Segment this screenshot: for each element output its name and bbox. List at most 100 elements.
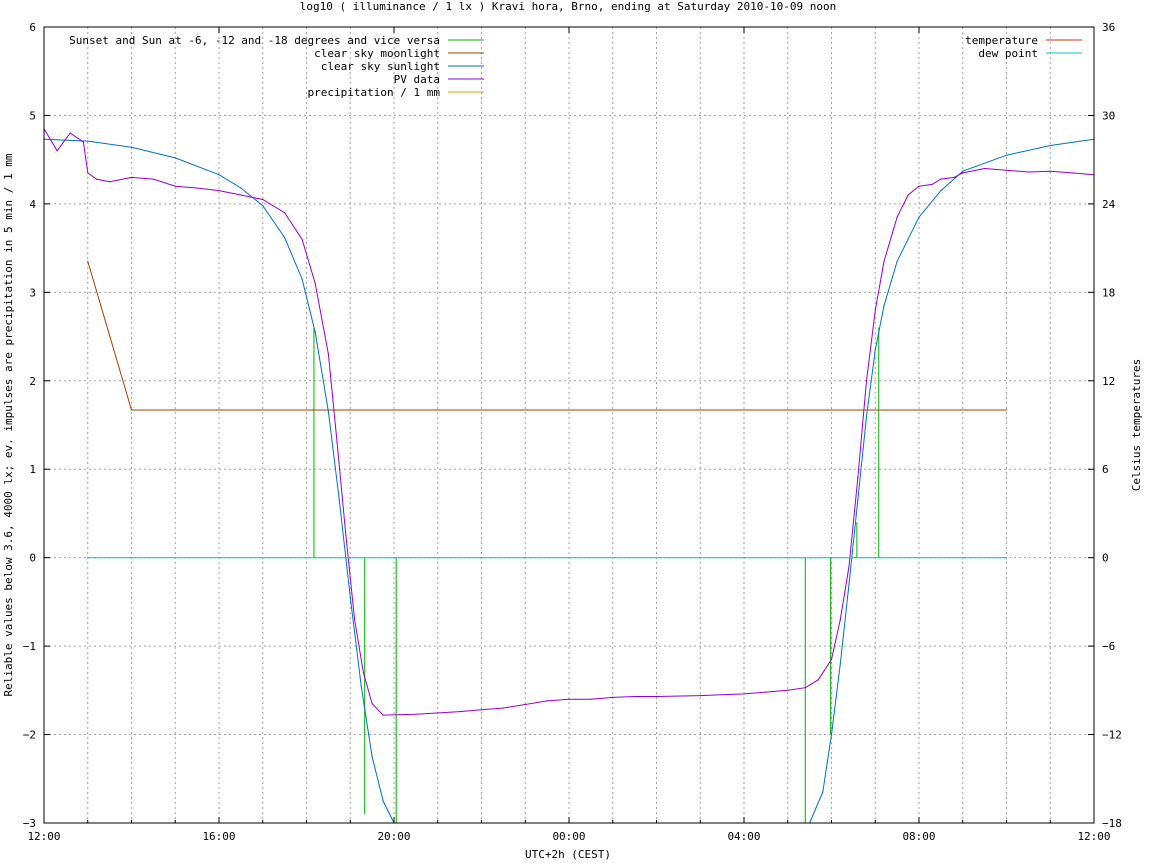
y2-tick-label: −6 [1102, 640, 1115, 653]
data-point [940, 178, 942, 180]
data-point [327, 411, 329, 413]
data-point [546, 700, 548, 702]
legend-label: clear sky moonlight [314, 47, 440, 60]
legend-label: temperature [965, 34, 1038, 47]
data-point [839, 663, 841, 665]
data-point [87, 260, 89, 262]
y-tick-label: 1 [29, 463, 36, 476]
data-point [874, 349, 876, 351]
data-point [301, 238, 303, 240]
y2-tick-label: 6 [1102, 463, 1109, 476]
legend-label: precipitation / 1 mm [308, 86, 441, 99]
y-tick-label: 5 [29, 109, 36, 122]
data-point [69, 132, 71, 134]
axis-ticks: 12:00 16:00 20:00 00:00 04:00 08:00 12:00 6 5 4 3 2… [23, 21, 1122, 843]
data-point [848, 565, 850, 568]
data-point [524, 703, 526, 706]
data-point [87, 172, 89, 174]
y2-tick-label: 36 [1102, 21, 1115, 34]
data-point [371, 703, 373, 705]
data-point [896, 260, 898, 262]
data-point [699, 695, 701, 697]
data-point [109, 181, 111, 183]
data-point [314, 282, 316, 285]
data-point [874, 309, 876, 311]
data-point [130, 146, 133, 148]
data-point [240, 187, 242, 189]
x-axis-label: UTC+2h (CEST) [525, 848, 611, 861]
data-point [743, 693, 745, 695]
data-point [130, 409, 133, 411]
data-point [896, 216, 898, 218]
data-point [1005, 169, 1008, 171]
y-tick-label: −1 [23, 640, 36, 653]
data-point [362, 672, 364, 674]
data-point [354, 619, 356, 621]
data-point [371, 756, 373, 758]
data-point [857, 477, 859, 479]
data-point [284, 236, 286, 239]
y2-axis-label: Celsius temperatures [1130, 359, 1143, 491]
data-point [865, 415, 868, 417]
data-point [568, 698, 570, 700]
y2-tick-label: 12 [1102, 375, 1115, 388]
data-point [907, 194, 909, 196]
data-point [174, 157, 176, 159]
data-point [822, 791, 824, 793]
y2-tick-label: 18 [1102, 286, 1115, 299]
data-point [262, 198, 264, 201]
series-line [43, 138, 1095, 824]
data-point [962, 170, 964, 172]
data-point [152, 178, 154, 180]
data-point [590, 698, 592, 700]
x-tick-label: 04:00 [727, 830, 760, 843]
data-point [336, 442, 338, 444]
series-1 [87, 260, 1008, 411]
x-tick-label: 08:00 [902, 830, 935, 843]
series-0 [313, 327, 880, 823]
data-point [56, 150, 58, 152]
y2-tick-label: −12 [1102, 729, 1122, 742]
series-6 [87, 557, 1008, 559]
series-2 [43, 138, 1095, 824]
data-point [502, 707, 504, 709]
data-point [1005, 154, 1008, 156]
data-point [830, 734, 833, 736]
y-tick-label: 2 [29, 375, 36, 388]
y2-tick-label: −18 [1102, 817, 1122, 830]
data-point [480, 709, 483, 711]
data-point [918, 216, 920, 218]
data-point [634, 695, 636, 698]
data-point [1049, 170, 1051, 172]
data-point [284, 212, 286, 214]
data-point [301, 278, 303, 280]
x-tick-label: 12:00 [1077, 830, 1110, 843]
y-tick-label: 4 [29, 198, 36, 211]
data-point [327, 353, 329, 355]
legend-label: Sunset and Sun at -6, -12 and -18 degree… [69, 34, 440, 47]
y2-tick-label: 30 [1102, 109, 1115, 122]
data-point [415, 713, 417, 715]
series-3 [43, 128, 1095, 716]
data-point [82, 141, 84, 143]
data-point [918, 185, 920, 187]
series-line [87, 261, 1007, 411]
data-point [612, 696, 614, 699]
legend-label: dew point [978, 47, 1038, 60]
y-tick-label: −2 [23, 729, 36, 742]
legend-label: PV data [394, 73, 440, 86]
data-point [953, 176, 955, 178]
data-point [314, 331, 316, 333]
data-point [1005, 557, 1008, 559]
legend-left: Sunset and Sun at -6, -12 and -18 degree… [69, 34, 484, 99]
data-point [830, 658, 833, 661]
data-point [865, 380, 868, 382]
data-point [360, 685, 362, 687]
data-point [1027, 171, 1029, 173]
x-tick-label: 20:00 [377, 830, 410, 843]
data-point [940, 190, 942, 192]
grid [44, 27, 1094, 823]
data-point [883, 260, 885, 262]
data-point [1071, 172, 1073, 174]
